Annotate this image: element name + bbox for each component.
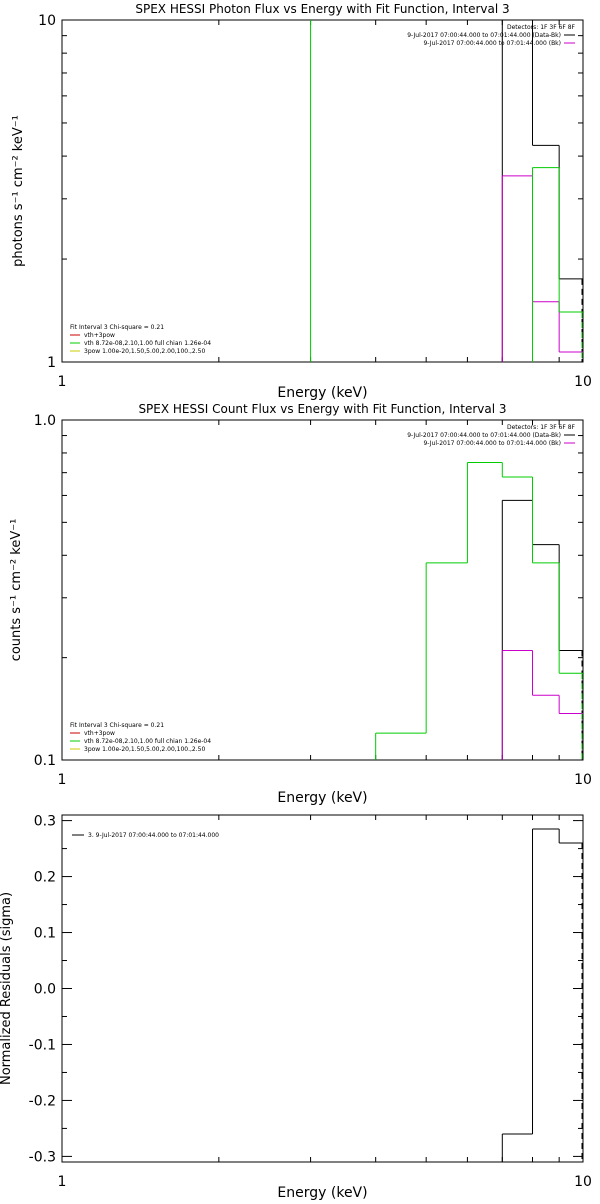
plot-frame bbox=[61, 19, 584, 363]
y-tick-label: -0.1 bbox=[29, 1037, 56, 1053]
y-tick-label: 0.1 bbox=[34, 926, 56, 942]
chart-panel-1: SPEX HESSI Photon Flux vs Energy with Fi… bbox=[11, 2, 592, 401]
legend-entry-label: 3pow 1.00e-20,1.50,5.00,2.00,100.,2.50 bbox=[84, 746, 205, 753]
x-tick-label: 1 bbox=[58, 1174, 67, 1190]
legend-header: Fit Interval 3 Chi-square = 0.21 bbox=[70, 324, 164, 331]
chart-title: SPEX HESSI Count Flux vs Energy with Fit… bbox=[138, 402, 506, 416]
y-tick-label: 10 bbox=[38, 13, 56, 29]
legend-entry-label: vth+3pow bbox=[84, 332, 115, 339]
y-axis-label: photons s⁻¹ cm⁻² keV⁻¹ bbox=[11, 115, 26, 267]
legend-entry-label: vth+3pow bbox=[84, 730, 115, 737]
legend-entry-label: vth 8.72e-08,2.10,1.00 full chian 1.26e-… bbox=[84, 340, 211, 347]
legend-entry-label: 9-Jul-2017 07:00:44.000 to 07:01:44.000 … bbox=[423, 40, 561, 47]
legend-entry-label: 3. 9-Jul-2017 07:00:44.000 to 07:01:44.0… bbox=[88, 832, 219, 839]
chart-panel-2: SPEX HESSI Count Flux vs Energy with Fit… bbox=[9, 402, 592, 806]
legend-entry-label: 9-Jul-2017 07:00:44.000 to 07:01:44.000 … bbox=[407, 32, 561, 39]
x-axis-label: Energy (keV) bbox=[277, 385, 367, 401]
legend-header: Detectors: 1F 3F 6F 8F bbox=[507, 424, 576, 431]
legend-entry-label: 9-Jul-2017 07:00:44.000 to 07:01:44.000 … bbox=[407, 432, 561, 439]
x-tick-label: 10 bbox=[574, 374, 592, 390]
legend-entry-label: 3pow 1.00e-20,1.50,5.00,2.00,100.,2.50 bbox=[84, 348, 205, 355]
y-tick-label: 0.3 bbox=[34, 814, 56, 830]
chart-panel-3: Energy (keV) Normalized Residuals (sigma)… bbox=[0, 814, 592, 1201]
plot-frame bbox=[61, 419, 584, 761]
y-tick-label: 0.1 bbox=[34, 753, 56, 769]
chart-title: SPEX HESSI Photon Flux vs Energy with Fi… bbox=[135, 2, 509, 16]
y-tick-label: 0.2 bbox=[34, 870, 56, 886]
legend-header: Detectors: 1F 3F 6F 8F bbox=[507, 24, 576, 31]
y-tick-label: -0.3 bbox=[29, 1149, 56, 1165]
x-tick-label: 10 bbox=[574, 772, 592, 788]
y-tick-label: 1 bbox=[47, 355, 56, 371]
x-axis-label: Energy (keV) bbox=[277, 790, 367, 806]
x-tick-label: 1 bbox=[58, 772, 67, 788]
y-axis-label: Normalized Residuals (sigma) bbox=[0, 892, 14, 1085]
legend-entry-label: vth 8.72e-08,2.10,1.00 full chian 1.26e-… bbox=[84, 738, 211, 745]
y-tick-label: 0.0 bbox=[34, 982, 56, 998]
plot-frame bbox=[61, 814, 584, 1163]
y-axis-label: counts s⁻¹ cm⁻² keV⁻¹ bbox=[9, 519, 24, 662]
legend-header: Fit Interval 3 Chi-square = 0.21 bbox=[70, 722, 164, 729]
x-tick-label: 10 bbox=[574, 1174, 592, 1190]
x-tick-label: 1 bbox=[58, 374, 67, 390]
legend-entry-label: 9-Jul-2017 07:00:44.000 to 07:01:44.000 … bbox=[423, 440, 561, 447]
x-axis-label: Energy (keV) bbox=[277, 1185, 367, 1200]
y-tick-label: 1.0 bbox=[34, 413, 56, 429]
y-tick-label: -0.2 bbox=[29, 1093, 56, 1109]
